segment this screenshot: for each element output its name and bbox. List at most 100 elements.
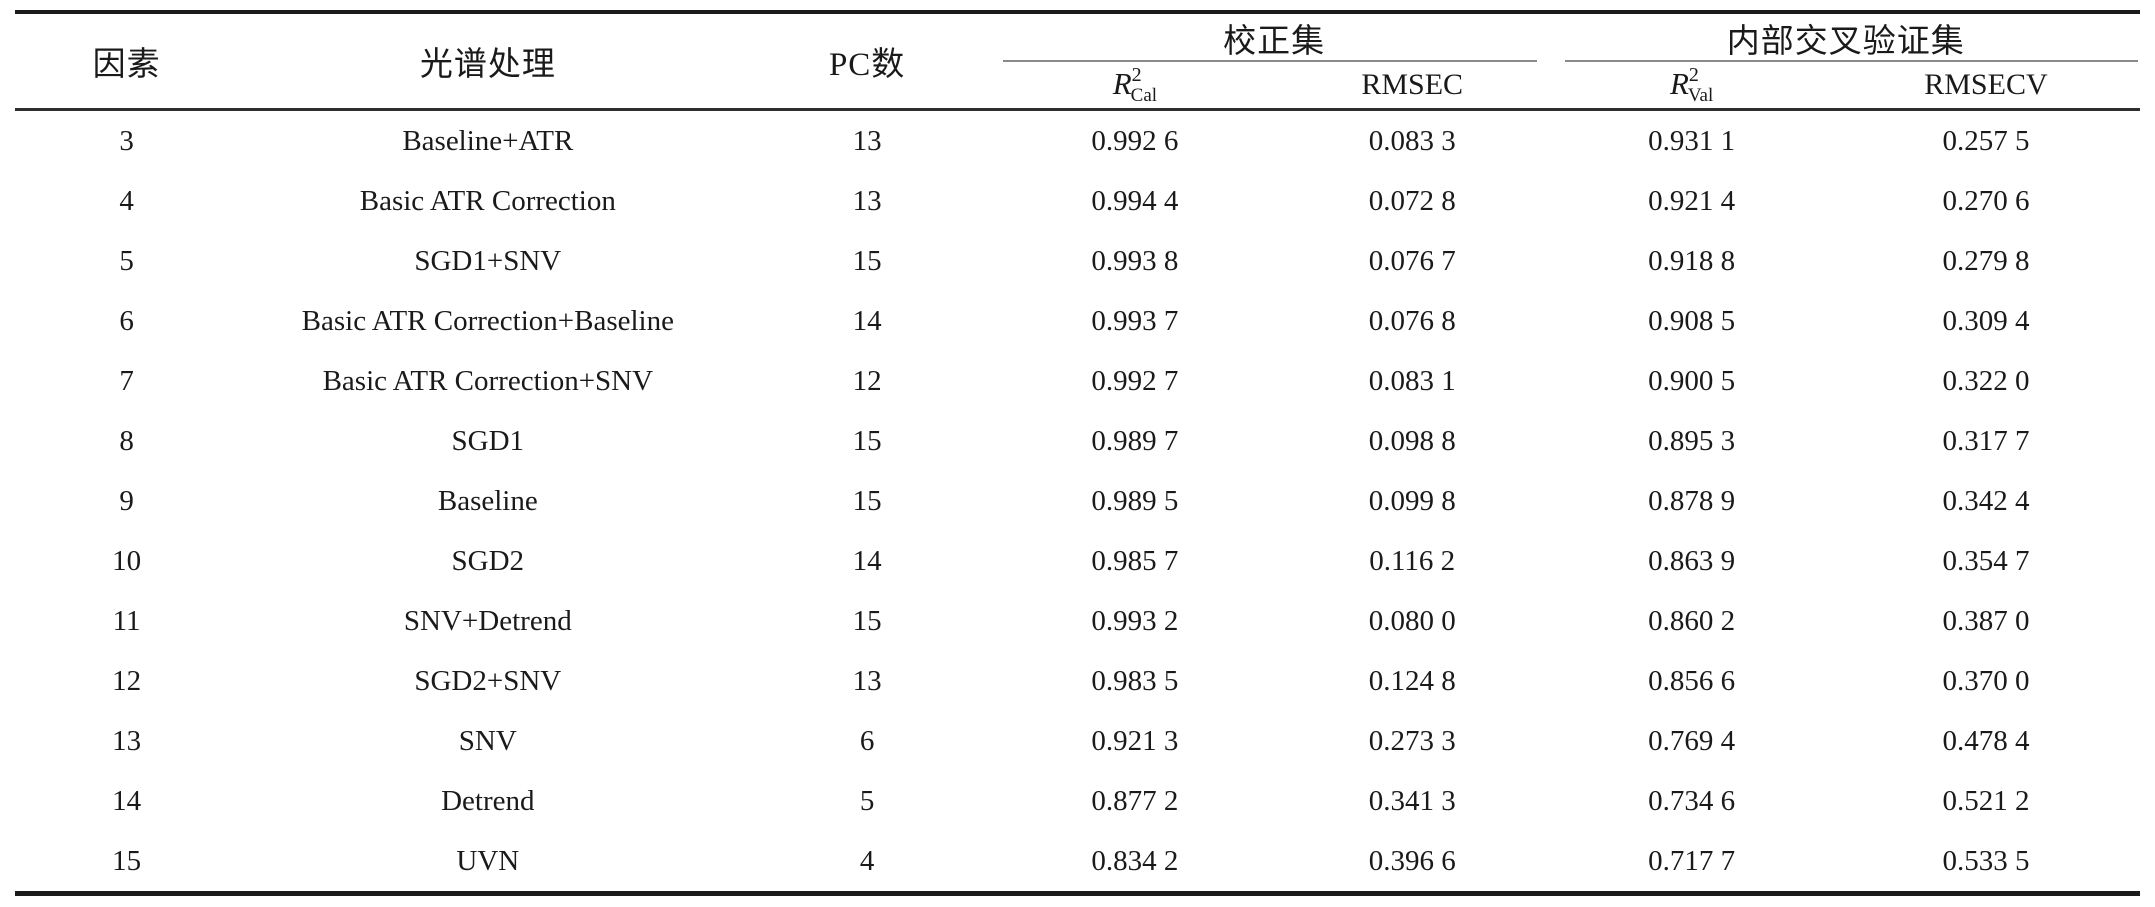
cell-r2val: 0.895 3 — [1648, 424, 1736, 457]
cell-treatment: Basic ATR Correction+Baseline — [301, 304, 674, 337]
table-row: 11 SNV+Detrend 15 0.993 2 0.080 0 0.860 2 0.38… — [15, 591, 2140, 651]
r2cal-base: R — [1112, 65, 1132, 101]
col-header-r2val: R2Val — [1551, 62, 1832, 111]
cell-rmsec: 0.273 3 — [1368, 724, 1456, 757]
cell-r2cal: 0.985 7 — [1091, 544, 1179, 577]
cell-pc: 15 — [852, 424, 882, 457]
table-row: 9 Baseline 15 0.989 5 0.099 8 0.878 9 0.342 4 — [15, 471, 2140, 531]
table-row: 10 SGD2 14 0.985 7 0.116 2 0.863 9 0.354 7 — [15, 531, 2140, 591]
cell-rmsecv: 0.342 4 — [1942, 484, 2030, 517]
cell-rmsecv: 0.322 0 — [1942, 364, 2030, 397]
cell-factor: 6 — [119, 304, 134, 337]
cell-treatment: Basic ATR Correction+SNV — [322, 364, 654, 397]
cell-treatment: Baseline — [437, 484, 538, 517]
cell-pc: 15 — [852, 604, 882, 637]
cell-rmsec: 0.116 2 — [1369, 544, 1456, 577]
cell-r2val: 0.878 9 — [1648, 484, 1736, 517]
cell-pc: 5 — [859, 784, 875, 817]
table-row: 14 Detrend 5 0.877 2 0.341 3 0.734 6 0.521 2 — [15, 771, 2140, 831]
cell-rmsec: 0.083 3 — [1368, 124, 1456, 157]
calibration-group-underline — [1002, 60, 1538, 62]
validation-group-label: 内部交叉验证集 — [1726, 24, 1965, 60]
cell-factor: 9 — [119, 484, 134, 517]
cell-pc: 15 — [852, 244, 882, 277]
cell-treatment: SGD1+SNV — [414, 244, 562, 277]
cell-treatment: Detrend — [441, 784, 535, 817]
cell-treatment: SNV+Detrend — [403, 604, 572, 637]
col-header-rmsec: RMSEC — [1273, 62, 1552, 111]
cell-pc: 13 — [852, 124, 882, 157]
col-header-pc: PC数 — [737, 12, 997, 111]
table-body: 3 Baseline+ATR 13 0.992 6 0.083 3 0.931 1 0.25… — [15, 110, 2140, 894]
cell-r2cal: 0.921 3 — [1091, 724, 1179, 757]
cell-r2val: 0.918 8 — [1648, 244, 1736, 277]
cell-rmsecv: 0.279 8 — [1942, 244, 2030, 277]
cell-r2val: 0.900 5 — [1648, 364, 1736, 397]
cell-r2val: 0.860 2 — [1648, 604, 1736, 637]
cell-treatment: SGD2+SNV — [414, 664, 562, 697]
table-row: 15 UVN 4 0.834 2 0.396 6 0.717 7 0.533 5 — [15, 831, 2140, 894]
cell-factor: 14 — [112, 784, 142, 817]
cell-r2cal: 0.994 4 — [1091, 184, 1179, 217]
r2val-base: R — [1669, 65, 1689, 101]
cell-treatment: UVN — [456, 844, 520, 877]
cell-pc: 13 — [852, 664, 882, 697]
col-header-factor: 因素 — [15, 12, 239, 111]
cell-pc: 6 — [859, 724, 875, 757]
cell-r2val: 0.734 6 — [1648, 784, 1736, 817]
table-row: 3 Baseline+ATR 13 0.992 6 0.083 3 0.931 1 0.25… — [15, 110, 2140, 172]
calibration-group-label: 校正集 — [1223, 24, 1326, 60]
cell-rmsecv: 0.257 5 — [1942, 124, 2030, 157]
col-header-rmsecv: RMSECV — [1831, 62, 2140, 111]
cell-pc: 14 — [852, 544, 882, 577]
table-row: 4 Basic ATR Correction 13 0.994 4 0.072 8 0.9… — [15, 171, 2140, 231]
col-header-r2cal: R2Cal — [996, 62, 1273, 111]
cell-r2cal: 0.993 8 — [1091, 244, 1179, 277]
cell-rmsec: 0.072 8 — [1368, 184, 1456, 217]
header-sub-row: R2Cal RMSEC R2Val RMSECV — [15, 62, 2140, 111]
table-row: 12 SGD2+SNV 13 0.983 5 0.124 8 0.856 6 0.370 0 — [15, 651, 2140, 711]
cell-factor: 4 — [119, 184, 134, 217]
cell-r2cal: 0.993 7 — [1091, 304, 1179, 337]
table-container: 因素 光谱处理 PC数 校正集 内部交叉验证集 R2Cal RMSEC R2Va… — [15, 10, 2140, 896]
cell-treatment: Basic ATR Correction — [359, 184, 616, 217]
cell-rmsec: 0.076 7 — [1368, 244, 1456, 277]
col-group-calibration: 校正集 — [997, 12, 1552, 62]
col-header-treatment: 光谱处理 — [238, 12, 738, 111]
cell-factor: 3 — [119, 124, 134, 157]
cell-pc: 13 — [852, 184, 882, 217]
cell-r2val: 0.717 7 — [1648, 844, 1736, 877]
r2cal-sup: 2 — [1131, 63, 1142, 86]
cell-r2cal: 0.834 2 — [1091, 844, 1179, 877]
cell-rmsecv: 0.270 6 — [1942, 184, 2030, 217]
cell-factor: 12 — [112, 664, 142, 697]
cell-r2cal: 0.992 7 — [1091, 364, 1179, 397]
cell-rmsecv: 0.317 7 — [1942, 424, 2030, 457]
cell-factor: 10 — [112, 544, 142, 577]
table-row: 5 SGD1+SNV 15 0.993 8 0.076 7 0.918 8 0.279 8 — [15, 231, 2140, 291]
cell-treatment: SGD1 — [451, 424, 525, 457]
r2cal-sub: Cal — [1130, 84, 1158, 106]
cell-r2val: 0.931 1 — [1648, 124, 1736, 157]
cell-rmsec: 0.124 8 — [1368, 664, 1456, 697]
cell-rmsecv: 0.478 4 — [1942, 724, 2030, 757]
table-row: 7 Basic ATR Correction+SNV 12 0.992 7 0.083 … — [15, 351, 2140, 411]
cell-pc: 12 — [852, 364, 882, 397]
r2val-sub: Val — [1687, 84, 1714, 106]
cell-rmsecv: 0.354 7 — [1942, 544, 2030, 577]
cell-factor: 13 — [112, 724, 142, 757]
cell-factor: 11 — [112, 604, 141, 637]
cell-rmsecv: 0.387 0 — [1942, 604, 2030, 637]
cell-r2cal: 0.993 2 — [1091, 604, 1179, 637]
cell-rmsec: 0.098 8 — [1368, 424, 1456, 457]
cell-r2cal: 0.983 5 — [1091, 664, 1179, 697]
cell-pc: 4 — [859, 844, 875, 877]
cell-rmsecv: 0.309 4 — [1942, 304, 2030, 337]
table-row: 13 SNV 6 0.921 3 0.273 3 0.769 4 0.478 4 — [15, 711, 2140, 771]
cell-rmsecv: 0.370 0 — [1942, 664, 2030, 697]
cell-factor: 5 — [119, 244, 134, 277]
cell-treatment: SNV — [458, 724, 517, 757]
cell-pc: 14 — [852, 304, 882, 337]
cell-rmsec: 0.076 8 — [1368, 304, 1456, 337]
table-header: 因素 光谱处理 PC数 校正集 内部交叉验证集 R2Cal RMSEC R2Va… — [15, 12, 2140, 111]
